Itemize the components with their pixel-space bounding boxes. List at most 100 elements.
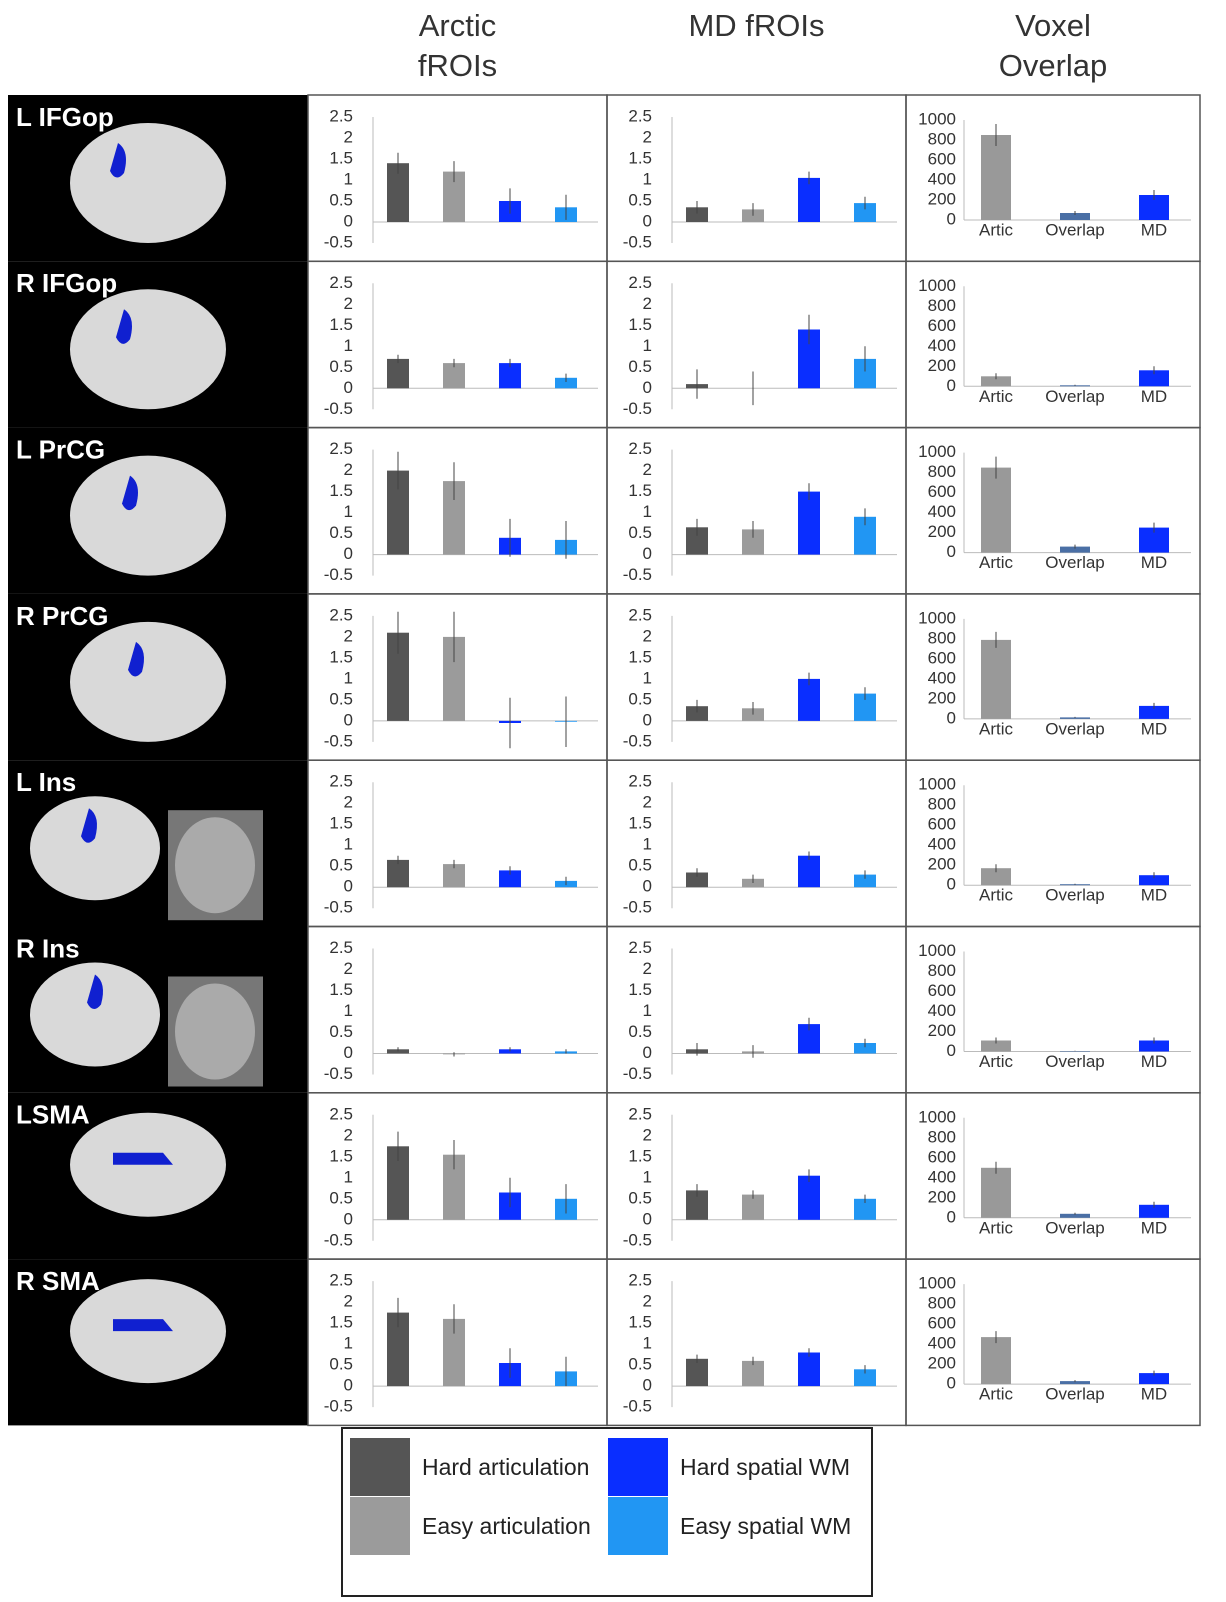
y-tick-label: 2 bbox=[344, 294, 353, 313]
y-tick-label: -0.5 bbox=[623, 1230, 652, 1249]
y-tick-label: 2.5 bbox=[628, 772, 652, 791]
y-tick-label: 2 bbox=[344, 959, 353, 978]
y-tick-label: 2 bbox=[643, 460, 652, 479]
y-tick-label: 1 bbox=[344, 835, 353, 854]
x-tick-label: Artic bbox=[979, 220, 1014, 239]
y-tick-label: 2.5 bbox=[329, 772, 353, 791]
y-tick-label: 2.5 bbox=[628, 1104, 652, 1123]
y-tick-label: 0 bbox=[643, 710, 652, 729]
bar bbox=[981, 135, 1011, 220]
bar bbox=[798, 1176, 820, 1220]
y-tick-label: 0.5 bbox=[329, 1355, 353, 1374]
y-tick-label: 1 bbox=[643, 336, 652, 355]
y-tick-label: 0.5 bbox=[628, 1355, 652, 1374]
y-tick-label: 2 bbox=[643, 127, 652, 146]
y-tick-label: 1.5 bbox=[329, 481, 353, 500]
y-tick-label: 2.5 bbox=[628, 605, 652, 624]
brain bbox=[70, 289, 226, 409]
y-tick-label: 2 bbox=[344, 793, 353, 812]
figure: L IFGopR IFGopL PrCGR PrCGL InsR InsLSMA… bbox=[0, 0, 1226, 1602]
legend-swatch bbox=[608, 1438, 668, 1496]
x-tick-label: Artic bbox=[979, 1052, 1014, 1071]
y-tick-label: 0 bbox=[947, 708, 956, 727]
y-tick-label: 600 bbox=[928, 648, 956, 667]
row-label: R SMA bbox=[16, 1266, 100, 1296]
x-tick-label: Artic bbox=[979, 387, 1014, 406]
y-tick-label: 400 bbox=[928, 169, 956, 188]
y-tick-label: 1 bbox=[643, 1001, 652, 1020]
y-tick-label: 2 bbox=[643, 626, 652, 645]
x-tick-label: Artic bbox=[979, 553, 1014, 572]
x-tick-label: MD bbox=[1141, 387, 1167, 406]
y-tick-label: 1 bbox=[344, 668, 353, 687]
column-title: Voxel Overlap bbox=[973, 6, 1133, 86]
y-tick-label: 0 bbox=[344, 544, 353, 563]
y-tick-label: 2 bbox=[344, 626, 353, 645]
y-tick-label: 2.5 bbox=[329, 938, 353, 957]
y-tick-label: 2.5 bbox=[329, 439, 353, 458]
y-tick-label: 0 bbox=[643, 378, 652, 397]
legend-label: Hard spatial WM bbox=[680, 1454, 850, 1481]
y-tick-label: 0 bbox=[344, 211, 353, 230]
row-label: L IFGop bbox=[16, 102, 114, 132]
y-tick-label: 0 bbox=[344, 1043, 353, 1062]
y-tick-label: -0.5 bbox=[324, 1230, 353, 1249]
y-tick-label: 0 bbox=[947, 542, 956, 561]
y-tick-label: 0.5 bbox=[628, 856, 652, 875]
y-tick-label: 2.5 bbox=[628, 106, 652, 125]
brain-region bbox=[113, 1153, 173, 1165]
y-tick-label: 400 bbox=[928, 1001, 956, 1020]
x-tick-label: Overlap bbox=[1045, 220, 1105, 239]
y-tick-label: 0 bbox=[947, 1374, 956, 1393]
y-tick-label: 1 bbox=[643, 835, 652, 854]
y-tick-label: 2 bbox=[344, 1292, 353, 1311]
x-tick-label: Overlap bbox=[1045, 1052, 1105, 1071]
y-tick-label: 0 bbox=[643, 544, 652, 563]
x-tick-label: Overlap bbox=[1045, 553, 1105, 572]
y-tick-label: 800 bbox=[928, 1127, 956, 1146]
y-tick-label: -0.5 bbox=[324, 565, 353, 584]
y-tick-label: 0 bbox=[344, 1209, 353, 1228]
y-tick-label: 1.5 bbox=[329, 980, 353, 999]
y-tick-label: -0.5 bbox=[623, 399, 652, 418]
y-tick-label: 1 bbox=[643, 668, 652, 687]
y-tick-label: 200 bbox=[928, 855, 956, 874]
y-tick-label: 1.5 bbox=[329, 1313, 353, 1332]
brain bbox=[70, 622, 226, 742]
y-tick-label: 0.5 bbox=[628, 357, 652, 376]
legend-label: Easy articulation bbox=[422, 1513, 591, 1540]
y-tick-label: -0.5 bbox=[324, 1397, 353, 1416]
y-tick-label: 1000 bbox=[918, 941, 956, 960]
y-tick-label: 1.5 bbox=[329, 1146, 353, 1165]
y-tick-label: 0.5 bbox=[628, 1188, 652, 1207]
legend-swatch bbox=[350, 1497, 410, 1555]
y-tick-label: 600 bbox=[928, 316, 956, 335]
y-tick-label: 1 bbox=[643, 169, 652, 188]
y-tick-label: 1.5 bbox=[628, 980, 652, 999]
y-tick-label: 0 bbox=[947, 209, 956, 228]
column-title: Arctic fROIs bbox=[378, 6, 538, 86]
y-tick-label: 0 bbox=[643, 1043, 652, 1062]
brain bbox=[70, 123, 226, 243]
y-tick-label: 1 bbox=[344, 1167, 353, 1186]
bar bbox=[387, 359, 409, 388]
x-tick-label: MD bbox=[1141, 1385, 1167, 1404]
y-tick-label: 0 bbox=[947, 875, 956, 894]
y-tick-label: 2.5 bbox=[628, 938, 652, 957]
y-tick-label: 1000 bbox=[918, 276, 956, 295]
y-tick-label: 0.5 bbox=[329, 190, 353, 209]
y-tick-label: 2.5 bbox=[628, 439, 652, 458]
y-tick-label: 200 bbox=[928, 1187, 956, 1206]
y-tick-label: 2 bbox=[344, 1125, 353, 1144]
y-tick-label: 400 bbox=[928, 835, 956, 854]
y-tick-label: 0 bbox=[643, 1376, 652, 1395]
y-tick-label: 200 bbox=[928, 522, 956, 541]
y-tick-label: 0 bbox=[344, 877, 353, 896]
y-tick-label: 200 bbox=[928, 1021, 956, 1040]
y-tick-label: -0.5 bbox=[623, 731, 652, 750]
y-tick-label: 600 bbox=[928, 482, 956, 501]
y-tick-label: -0.5 bbox=[324, 1064, 353, 1083]
y-tick-label: 800 bbox=[928, 795, 956, 814]
x-tick-label: MD bbox=[1141, 1052, 1167, 1071]
mri-head bbox=[175, 984, 255, 1080]
